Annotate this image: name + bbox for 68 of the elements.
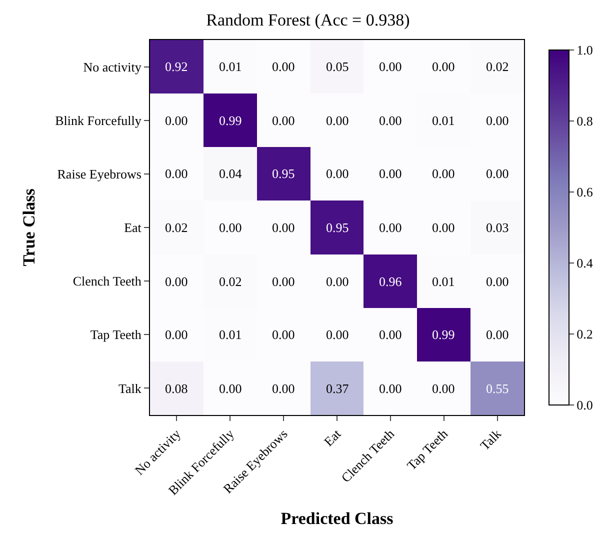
data-label: 0.05 [326, 59, 349, 74]
x-tick-label: Tap Teeth [404, 426, 451, 473]
data-label: 0.00 [219, 220, 242, 235]
data-label: 0.00 [379, 113, 402, 128]
data-label: 0.00 [486, 327, 509, 342]
y-tick-label: Raise Eyebrows [57, 166, 142, 182]
data-label: 0.01 [219, 327, 242, 342]
data-label: 0.00 [379, 327, 402, 342]
data-label: 0.92 [165, 59, 188, 74]
x-tick-label: Talk [477, 426, 504, 454]
y-axis-title: True Class [20, 188, 39, 266]
y-tick-label: Clench Teeth [72, 274, 142, 289]
y-tick-label: No activity [83, 59, 142, 74]
x-tick-label: Eat [320, 426, 344, 450]
data-label: 0.55 [486, 381, 509, 396]
data-label: 0.00 [379, 381, 402, 396]
data-label: 0.08 [165, 381, 188, 396]
data-label: 0.00 [272, 274, 295, 289]
data-label: 0.95 [272, 166, 295, 181]
data-label: 0.01 [219, 59, 242, 74]
data-label: 0.00 [432, 381, 455, 396]
data-label: 0.00 [272, 113, 295, 128]
data-label: 0.00 [486, 113, 509, 128]
data-label: 0.95 [326, 220, 349, 235]
data-label: 0.00 [272, 327, 295, 342]
data-label: 0.96 [379, 274, 402, 289]
data-label: 0.00 [219, 381, 242, 396]
data-label: 0.00 [326, 113, 349, 128]
data-label: 0.00 [486, 274, 509, 289]
data-label: 0.00 [272, 220, 295, 235]
x-axis-title: Predicted Class [280, 509, 394, 528]
data-label: 0.00 [326, 274, 349, 289]
data-label: 0.04 [219, 166, 242, 181]
data-label: 0.00 [326, 327, 349, 342]
data-label: 0.00 [272, 59, 295, 74]
chart-title: Random Forest (Acc = 0.938) [206, 10, 410, 30]
data-label: 0.03 [486, 220, 509, 235]
data-label: 0.00 [379, 166, 402, 181]
color-bar-label: 0.0 [576, 398, 593, 413]
data-label: 0.99 [219, 113, 242, 128]
data-label: 0.01 [432, 113, 455, 128]
data-label: 0.00 [165, 113, 188, 128]
data-label: 0.00 [165, 166, 188, 181]
data-label: 0.00 [486, 166, 509, 181]
data-label: 0.00 [165, 274, 188, 289]
color-bar-label: 0.4 [576, 256, 594, 271]
data-label: 0.00 [326, 166, 349, 181]
color-bar-label: 0.8 [576, 114, 593, 129]
color-bar-label: 0.6 [576, 184, 594, 200]
data-label: 0.01 [432, 274, 455, 289]
data-label: 0.00 [432, 59, 455, 74]
data-label: 0.02 [219, 274, 242, 289]
data-label: 0.02 [165, 220, 188, 235]
data-label: 0.00 [379, 59, 402, 74]
data-label: 0.00 [432, 166, 455, 181]
y-tick-label: Talk [118, 380, 142, 396]
y-tick-label: Blink Forcefully [55, 112, 142, 128]
data-label: 0.00 [432, 220, 455, 235]
data-label: 0.00 [379, 220, 402, 235]
y-tick-label: Tap Teeth [90, 327, 142, 342]
color-bar-label: 1.0 [576, 42, 593, 58]
data-label: 0.02 [486, 59, 509, 74]
y-tick-label: Eat [124, 220, 142, 236]
data-label: 0.99 [432, 327, 455, 342]
data-label: 0.00 [165, 327, 188, 342]
data-label: 0.37 [326, 381, 350, 396]
data-label: 0.00 [272, 381, 295, 396]
color-bar-label: 0.2 [576, 326, 593, 342]
